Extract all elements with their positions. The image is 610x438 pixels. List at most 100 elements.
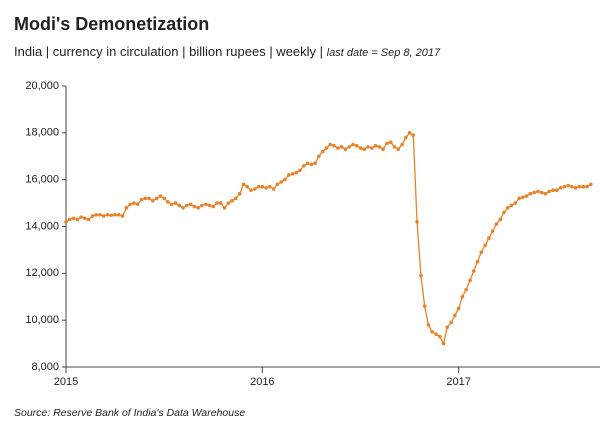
data-point [67,217,72,222]
data-point [430,330,434,334]
data-point [200,203,204,208]
data-point [298,168,302,173]
data-point [532,190,537,195]
data-point [302,163,306,168]
data-point [313,161,317,166]
data-point [588,182,593,187]
x-tick-label: 2015 [54,376,78,388]
y-tick-label: 12,000 [25,267,59,279]
y-tick-label: 14,000 [25,220,59,232]
data-point [388,140,393,144]
y-tick-label: 20,000 [25,80,59,92]
data-point [143,196,148,201]
data-point [543,191,548,196]
data-point [460,294,465,299]
data-point [456,306,461,311]
data-point [120,214,125,218]
data-point [196,205,200,210]
data-point [366,145,370,149]
data-point [407,131,412,135]
data-line [65,131,592,346]
data-point [558,186,563,190]
data-point [555,188,559,193]
x-tick-label: 2017 [446,376,470,388]
data-point [324,146,329,150]
data-point [422,304,427,308]
data-point [471,269,476,273]
data-point [339,145,344,149]
data-point [445,325,450,329]
data-point [230,198,234,203]
data-point [509,203,514,208]
data-point [305,161,310,166]
data-point [215,201,219,205]
data-point [381,147,385,152]
data-point [343,147,348,152]
data-point [203,202,208,207]
data-point [585,184,589,189]
data-point [490,229,495,233]
data-point [75,217,80,222]
data-point [169,202,174,207]
data-point [434,332,438,337]
data-point [83,216,87,221]
data-point [226,201,231,205]
data-point [570,184,574,189]
data-point [536,189,540,194]
data-point [162,196,166,201]
data-point [336,146,340,150]
data-point [71,216,76,221]
data-point [139,197,144,202]
data-point [271,187,276,191]
subtitle: India | currency in circulation | billio… [14,44,323,59]
chart-title: Modi's Demonetization [14,14,209,34]
data-point [354,143,359,148]
data-point [400,142,404,147]
data-point [283,177,287,182]
data-point [453,313,457,318]
data-point [562,184,567,189]
data-point [475,259,480,264]
data-point [150,198,155,203]
data-point [234,196,238,201]
data-point [415,220,419,224]
data-point [256,184,261,189]
data-point [358,146,363,150]
data-point [109,213,114,218]
data-point [494,222,499,226]
data-point [581,184,586,189]
data-point [211,204,216,209]
data-point [177,203,182,208]
chart-subtitle: India | currency in circulation | billio… [14,44,441,59]
data-point [260,184,265,189]
data-point [275,182,280,187]
data-point [320,149,325,154]
data-point [90,214,95,218]
data-point [513,201,517,205]
data-point [86,217,91,222]
data-point [487,236,491,241]
data-point [135,202,140,207]
data-point [396,147,400,152]
data-point [377,145,382,149]
data-point [404,135,408,140]
data-point [128,202,132,207]
data-point [264,186,268,190]
data-point [207,203,212,208]
data-point [253,187,257,191]
subtitle-note: last date = Sep 8, 2017 [327,47,441,59]
data-point [479,250,484,255]
data-point [94,212,99,217]
source-note: Source: Reserve Bank of India's Data War… [14,407,245,419]
data-point [426,323,431,327]
data-point [385,141,389,146]
data-point [192,204,197,209]
data-point [184,203,189,208]
y-tick-label: 10,000 [25,314,59,326]
data-point [362,147,367,152]
data-point [64,220,68,224]
data-point [309,162,314,167]
y-tick-label: 16,000 [25,174,59,186]
data-point [370,146,374,150]
